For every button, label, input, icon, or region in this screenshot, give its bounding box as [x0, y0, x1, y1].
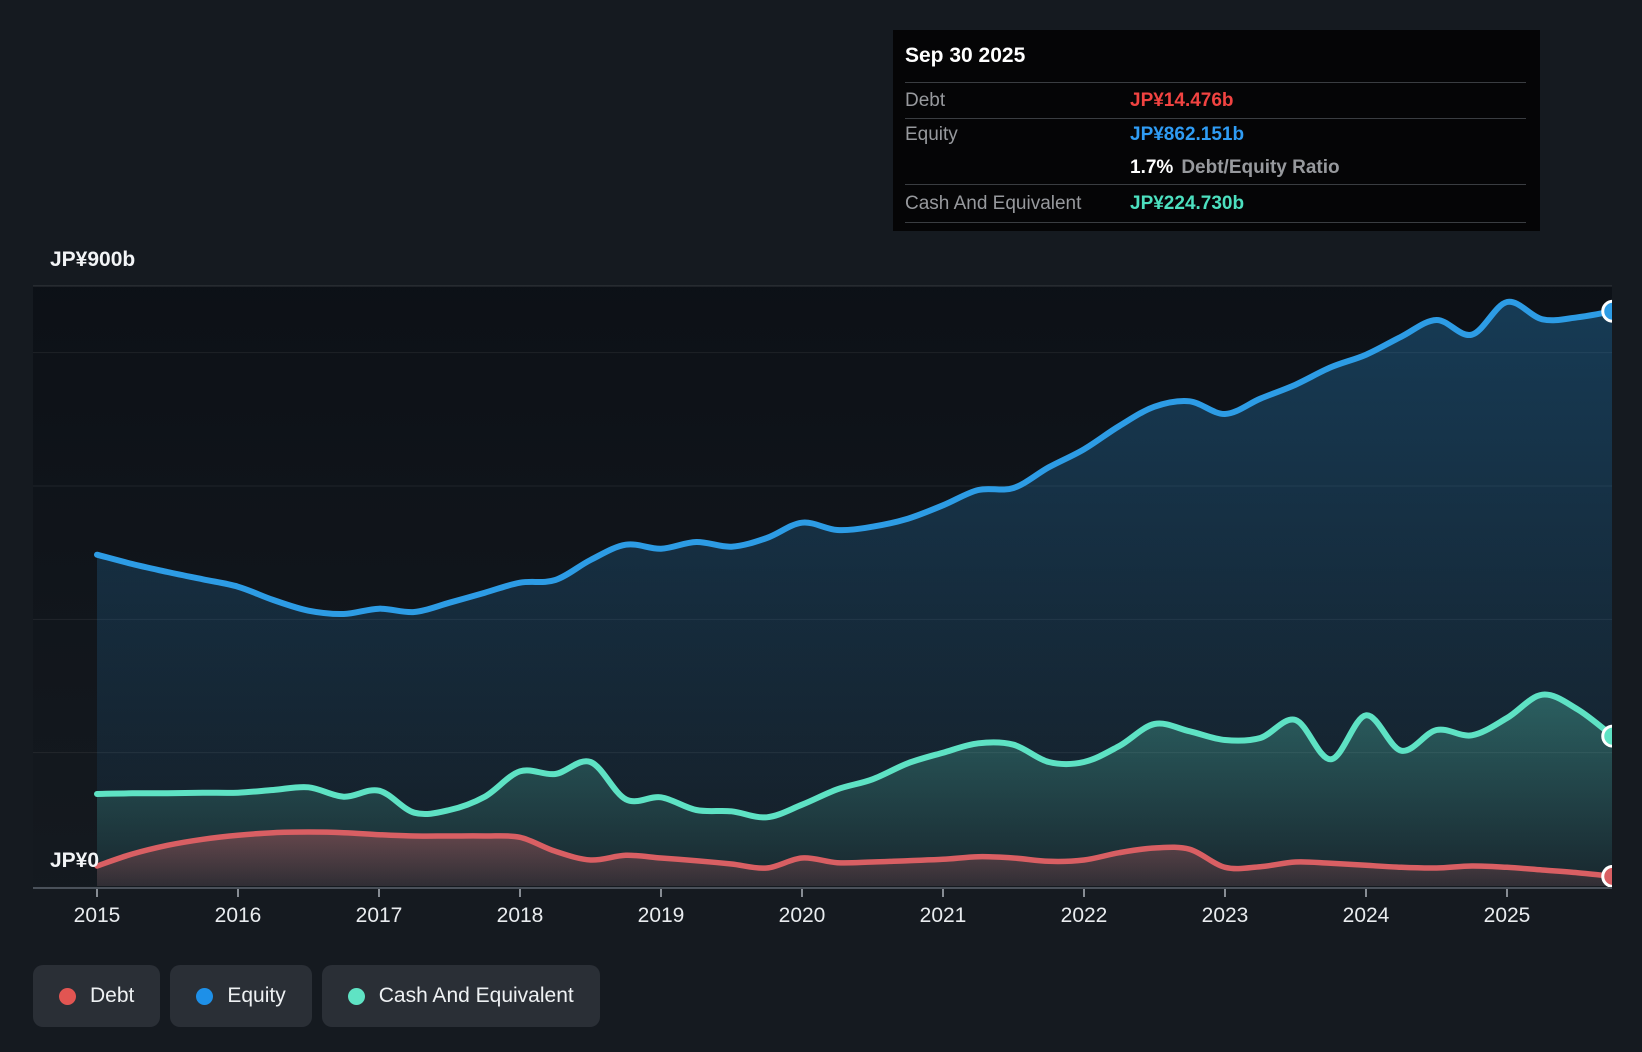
chart-hover-area[interactable] [33, 286, 1612, 886]
x-axis-label-2017: 2017 [356, 904, 403, 927]
tooltip-debt-value: JP¥14.476b [1130, 89, 1234, 111]
legend-debt-label: Debt [90, 984, 135, 1007]
tooltip-equity-label: Equity [905, 124, 958, 145]
x-axis-label-2020: 2020 [779, 904, 826, 927]
tooltip-ratio-value: 1.7% [1130, 156, 1174, 178]
legend-item-equity[interactable]: Equity [170, 965, 312, 1027]
tooltip-row-debt: Debt JP¥14.476b [905, 83, 1526, 119]
plot-right-margin [1612, 260, 1642, 910]
tooltip-debt-label: Debt [905, 89, 946, 111]
x-axis-label-2025: 2025 [1484, 904, 1531, 927]
equity-line [94, 298, 1616, 618]
tooltip-row-ratio: 1.7% Debt/Equity Ratio [905, 151, 1526, 185]
cash-line [94, 691, 1616, 821]
tooltip-equity-value: JP¥862.151b [1130, 124, 1245, 145]
x-axis-label-2024: 2024 [1343, 904, 1390, 927]
y-axis-label-900: JP¥900b [50, 248, 135, 271]
x-axis-label-2018: 2018 [497, 904, 544, 927]
legend-cash-label: Cash And Equivalent [378, 984, 574, 1007]
cash-series-dot-icon [347, 987, 365, 1005]
x-axis-label-2022: 2022 [1061, 904, 1108, 927]
tooltip-row-equity: Equity JP¥862.151b [905, 119, 1526, 151]
debt-area [97, 832, 1613, 886]
x-axis-label-2015: 2015 [74, 904, 121, 927]
x-axis-label-2016: 2016 [215, 904, 262, 927]
tooltip-date: Sep 30 2025 [905, 30, 1526, 83]
x-axis-label-2021: 2021 [920, 904, 967, 927]
chart-tooltip: Sep 30 2025 Debt JP¥14.476b Equity JP¥86… [893, 30, 1540, 231]
equity-series-dot-icon [196, 987, 214, 1005]
x-axis-label-2019: 2019 [638, 904, 685, 927]
x-axis-label-2023: 2023 [1202, 904, 1249, 927]
debt-line [94, 829, 1616, 880]
tooltip-cash-label: Cash And Equivalent [905, 192, 1082, 214]
legend-item-debt[interactable]: Debt [33, 965, 161, 1027]
tooltip-ratio-label: Debt/Equity Ratio [1181, 156, 1340, 178]
legend-equity-label: Equity [227, 984, 286, 1007]
legend-item-cash[interactable]: Cash And Equivalent [321, 965, 600, 1027]
tooltip-row-cash: Cash And Equivalent JP¥224.730b [905, 185, 1526, 223]
y-axis-label-0: JP¥0 [50, 849, 99, 872]
debt-series-dot-icon [59, 987, 76, 1005]
chart-legend: Debt Equity Cash And Equivalent [33, 965, 600, 1027]
tooltip-cash-value: JP¥224.730b [1130, 192, 1245, 214]
